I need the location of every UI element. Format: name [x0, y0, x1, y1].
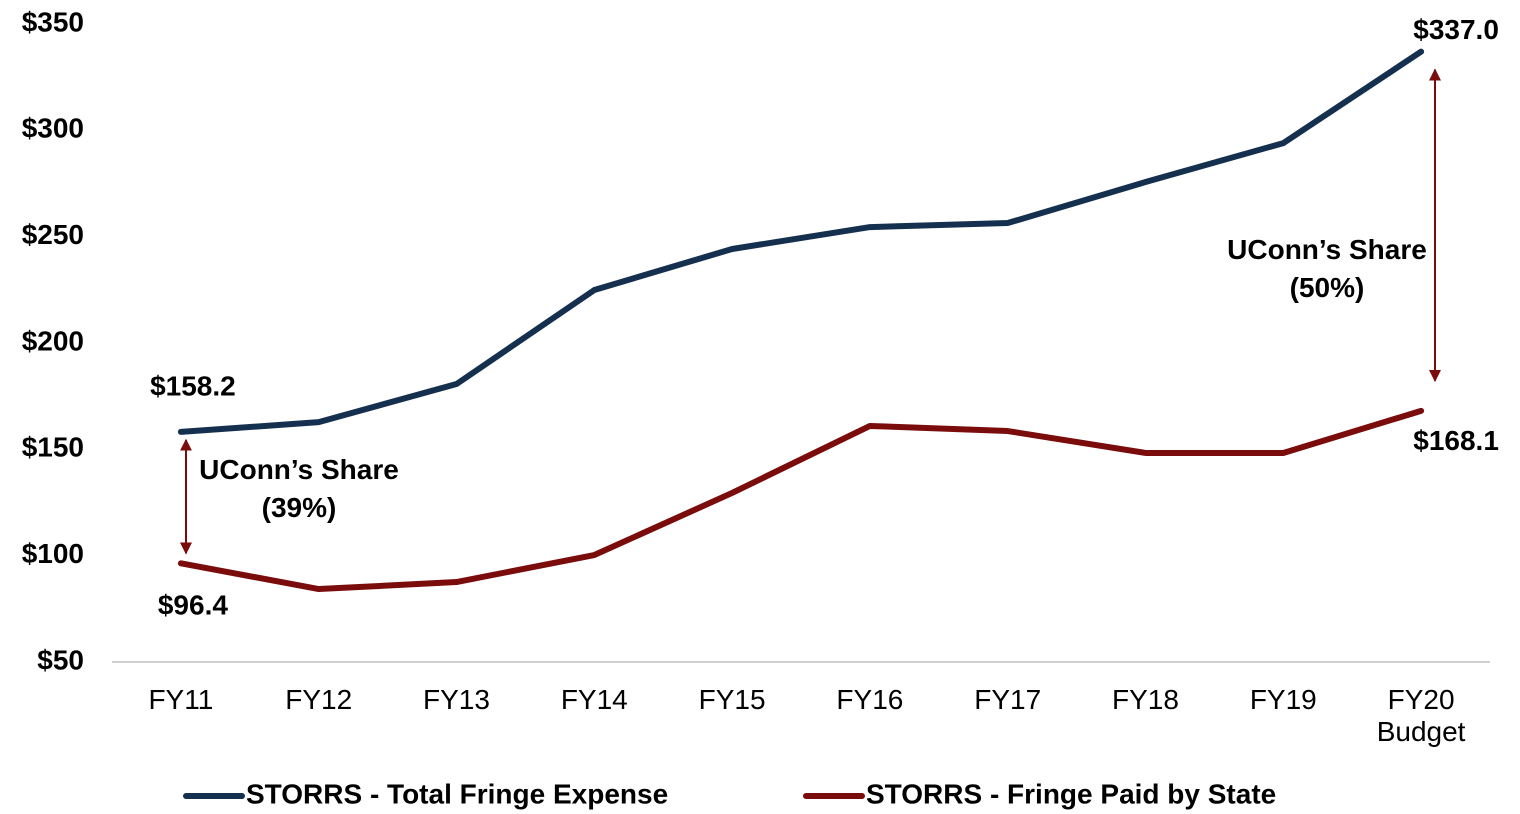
y-tick-label: $300: [22, 113, 84, 144]
annotation: UConn’s Share (50%): [1227, 234, 1427, 303]
x-tick-label: FY19: [1249, 684, 1317, 715]
x-tick-label: FY11: [148, 684, 214, 715]
x-tick-label: FY15: [698, 684, 766, 715]
data-label: $337.0: [1413, 14, 1499, 45]
x-tick-label: FY16: [836, 684, 904, 715]
y-tick-label: $350: [22, 6, 84, 37]
x-tick-label: FY14: [560, 684, 628, 715]
y-tick-label: $100: [22, 538, 84, 569]
x-tick-label: FY12: [285, 684, 353, 715]
legend-label: STORRS - Total Fringe Expense: [246, 778, 668, 809]
data-label: $158.2: [150, 370, 236, 401]
x-tick-label: FY18: [1112, 684, 1179, 715]
x-tick-label: FY20 Budget: [1376, 684, 1466, 747]
y-tick-label: $200: [22, 325, 84, 356]
x-tick-label: FY17: [974, 684, 1042, 715]
x-tick-label: FY13: [423, 684, 490, 715]
y-tick-label: $150: [22, 432, 84, 463]
annotation: UConn’s Share (39%): [199, 454, 399, 523]
y-tick-label: $250: [22, 219, 84, 250]
series-line: [177, 48, 1425, 435]
legend-label: STORRS - Fringe Paid by State: [866, 778, 1276, 809]
data-label: $168.1: [1413, 425, 1499, 456]
y-tick-label: $50: [37, 644, 84, 675]
data-label: $96.4: [158, 590, 228, 621]
series-line: [177, 407, 1425, 593]
